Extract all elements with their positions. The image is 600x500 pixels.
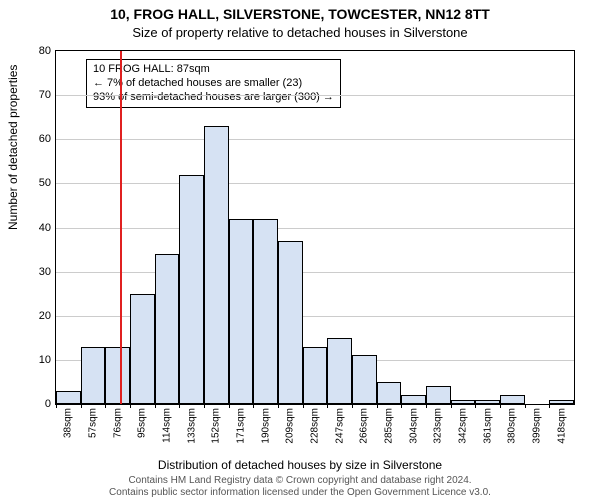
property-marker-line: [120, 51, 122, 404]
x-tick-mark: [451, 404, 452, 408]
gridline: [56, 95, 574, 96]
histogram-bar: [179, 175, 204, 404]
y-tick-label: 10: [39, 354, 51, 366]
x-tick-label: 57sqm: [88, 408, 99, 438]
x-tick-mark: [525, 404, 526, 408]
histogram-bar: [401, 395, 426, 404]
info-box-line: ← 7% of detached houses are smaller (23): [93, 77, 334, 91]
y-tick-label: 70: [39, 89, 51, 101]
gridline: [56, 183, 574, 184]
x-tick-mark: [253, 404, 254, 408]
footer-line-2: Contains public sector information licen…: [0, 487, 600, 499]
y-tick-label: 30: [39, 266, 51, 278]
x-tick-mark: [327, 404, 328, 408]
x-tick-mark: [377, 404, 378, 408]
x-tick-mark: [229, 404, 230, 408]
x-tick-label: 209sqm: [285, 408, 296, 444]
histogram-bar: [155, 254, 180, 404]
chart-title: 10, FROG HALL, SILVERSTONE, TOWCESTER, N…: [0, 0, 600, 23]
histogram-bar: [81, 347, 106, 404]
x-tick-label: 304sqm: [408, 408, 419, 444]
histogram-bar: [475, 400, 500, 404]
x-tick-mark: [278, 404, 279, 408]
chart-subtitle: Size of property relative to detached ho…: [0, 23, 600, 40]
histogram-bar: [500, 395, 525, 404]
x-tick-label: 399sqm: [532, 408, 543, 444]
gridline: [56, 272, 574, 273]
x-tick-mark: [155, 404, 156, 408]
info-box-line: 10 FROG HALL: 87sqm: [93, 63, 334, 77]
info-box-line: 93% of semi-detached houses are larger (…: [93, 91, 334, 105]
chart-footer: Contains HM Land Registry data © Crown c…: [0, 475, 600, 498]
x-tick-label: 114sqm: [162, 408, 173, 443]
histogram-bar: [451, 400, 476, 404]
x-tick-mark: [56, 404, 57, 408]
y-tick-label: 80: [39, 45, 51, 57]
x-tick-label: 95sqm: [137, 408, 148, 438]
x-tick-label: 380sqm: [507, 408, 518, 444]
x-tick-label: 247sqm: [334, 408, 345, 444]
x-tick-label: 266sqm: [359, 408, 370, 444]
x-tick-label: 285sqm: [384, 408, 395, 444]
y-tick-label: 20: [39, 310, 51, 322]
y-axis-label: Number of detached properties: [6, 65, 20, 230]
gridline: [56, 228, 574, 229]
y-tick-label: 40: [39, 222, 51, 234]
histogram-bar: [549, 400, 574, 404]
y-tick-label: 60: [39, 133, 51, 145]
x-tick-label: 133sqm: [186, 408, 197, 444]
histogram-bar: [130, 294, 155, 404]
histogram-bar: [229, 219, 254, 404]
x-tick-label: 228sqm: [310, 408, 321, 444]
histogram-bar: [303, 347, 328, 404]
x-tick-mark: [401, 404, 402, 408]
x-tick-mark: [130, 404, 131, 408]
x-tick-mark: [105, 404, 106, 408]
y-tick-label: 50: [39, 177, 51, 189]
marker-info-box: 10 FROG HALL: 87sqm← 7% of detached hous…: [86, 59, 341, 108]
gridline: [56, 139, 574, 140]
histogram-bar: [426, 386, 451, 404]
x-tick-label: 171sqm: [236, 408, 247, 444]
x-tick-label: 152sqm: [211, 408, 222, 444]
x-tick-mark: [500, 404, 501, 408]
y-tick-label: 0: [45, 398, 51, 410]
x-tick-label: 190sqm: [260, 408, 271, 444]
x-tick-label: 361sqm: [482, 408, 493, 444]
histogram-bar: [377, 382, 402, 404]
chart-container: 10, FROG HALL, SILVERSTONE, TOWCESTER, N…: [0, 0, 600, 500]
histogram-bar: [327, 338, 352, 404]
histogram-bar: [204, 126, 229, 404]
histogram-bar: [253, 219, 278, 404]
x-tick-mark: [475, 404, 476, 408]
footer-line-1: Contains HM Land Registry data © Crown c…: [0, 475, 600, 487]
x-tick-label: 38sqm: [63, 408, 74, 438]
x-tick-mark: [81, 404, 82, 408]
x-tick-label: 323sqm: [433, 408, 444, 444]
x-tick-mark: [549, 404, 550, 408]
histogram-bar: [352, 355, 377, 404]
x-tick-label: 76sqm: [112, 408, 123, 438]
x-tick-mark: [204, 404, 205, 408]
histogram-bar: [105, 347, 130, 404]
x-axis-label: Distribution of detached houses by size …: [0, 458, 600, 472]
plot-area: 10 FROG HALL: 87sqm← 7% of detached hous…: [55, 50, 575, 405]
x-tick-label: 418sqm: [556, 408, 567, 444]
histogram-bar: [56, 391, 81, 404]
x-tick-mark: [303, 404, 304, 408]
x-tick-mark: [352, 404, 353, 408]
x-tick-label: 342sqm: [458, 408, 469, 444]
x-tick-mark: [179, 404, 180, 408]
x-tick-mark: [426, 404, 427, 408]
histogram-bar: [278, 241, 303, 404]
